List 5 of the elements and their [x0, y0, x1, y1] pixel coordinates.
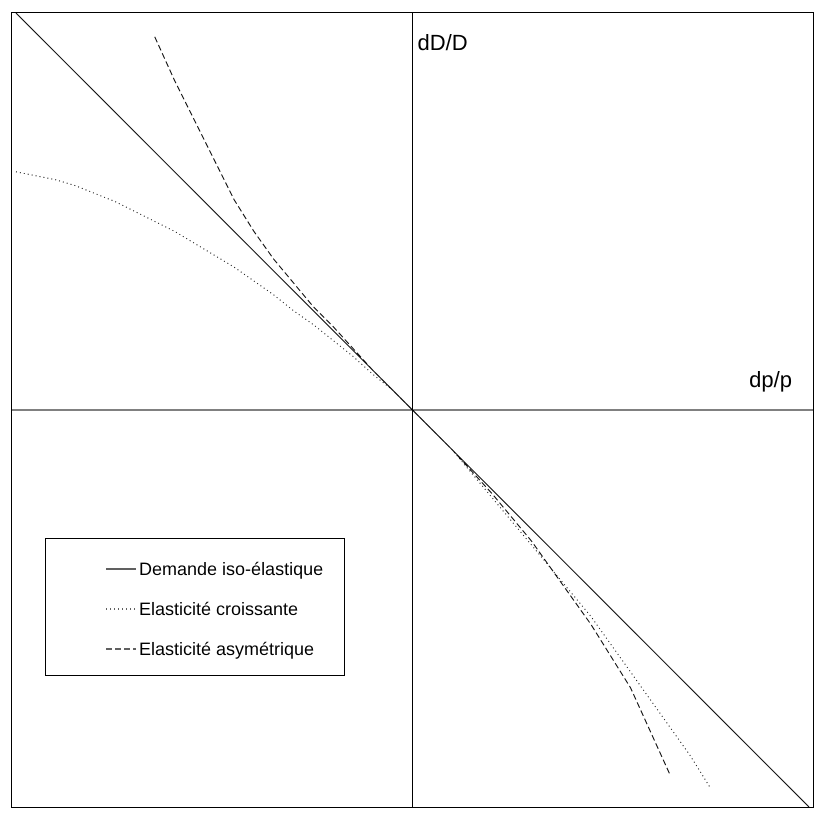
y-axis-title: dD/D — [418, 30, 468, 56]
legend-label: Elasticité croissante — [139, 598, 298, 620]
legend-label: Demande iso-élastique — [139, 558, 324, 580]
legend-label: Elasticité asymétrique — [139, 638, 314, 660]
x-axis-title: dp/p — [749, 367, 792, 393]
